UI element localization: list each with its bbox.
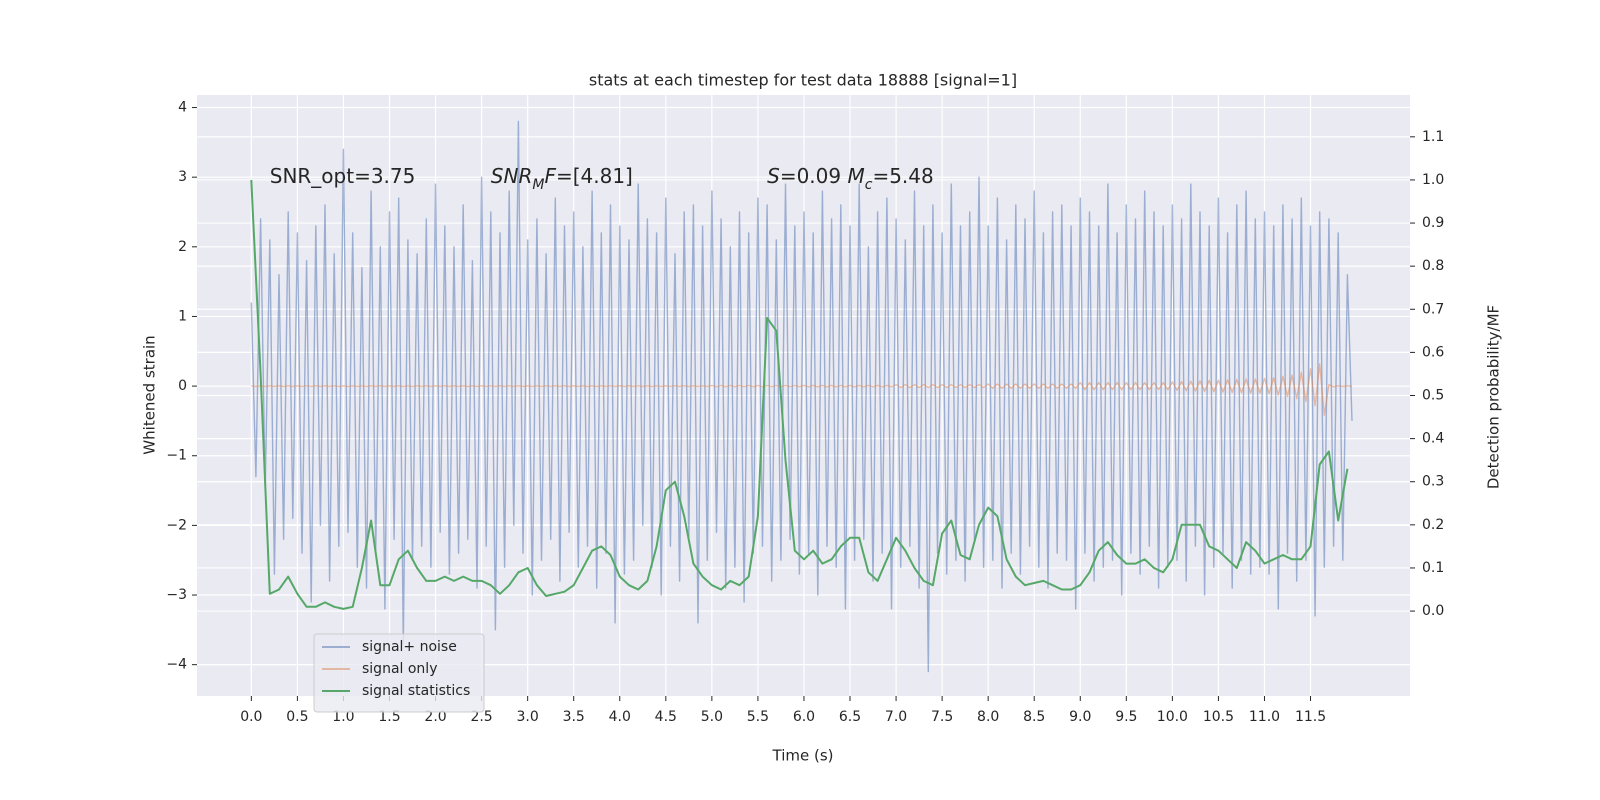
annotation-part: c (865, 177, 873, 193)
x-tick-label: 8.5 (1023, 709, 1045, 725)
y-tick-label: −3 (166, 587, 187, 603)
y2-tick-label: 0.8 (1422, 258, 1444, 274)
annotation-part: =[4.81] (556, 164, 633, 188)
y-tick-label: 2 (178, 239, 187, 255)
y2-tick-label: 0.3 (1422, 474, 1444, 490)
x-tick-label: 6.5 (839, 709, 861, 725)
x-tick-label: 3.0 (517, 709, 539, 725)
y2-tick-label: 0.4 (1422, 431, 1444, 447)
x-tick-label: 4.0 (609, 709, 631, 725)
y2-axis-label: Detection probability/MF (1485, 305, 1503, 489)
chart-title: stats at each timestep for test data 188… (589, 71, 1017, 90)
y2-tick-label: 0.6 (1422, 344, 1444, 360)
y2-tick-label: 1.1 (1422, 129, 1444, 145)
y-axis-label: Whitened strain (141, 335, 159, 454)
x-axis-label: Time (s) (772, 747, 834, 765)
legend-label: signal+ noise (362, 639, 457, 655)
annotation-part: SNR (491, 164, 533, 188)
legend-frame (313, 633, 485, 713)
annotation-part: =5.48 (872, 164, 933, 188)
y2-tick-label: 0.2 (1422, 517, 1444, 533)
y-tick-label: 0 (178, 378, 187, 394)
annotation: SNRMF=[4.81] (491, 164, 633, 194)
y2-tick-label: 0.5 (1422, 388, 1444, 404)
annotation-part: =0.09 (780, 164, 848, 188)
x-tick-label: 11.0 (1249, 709, 1280, 725)
x-tick-label: 0.5 (286, 709, 308, 725)
annotation: S=0.09 Mc=5.48 (767, 164, 934, 194)
y-tick-label: −4 (166, 657, 187, 673)
y2-tick-label: 0.7 (1422, 301, 1444, 317)
y2-tick-label: 0.0 (1422, 603, 1444, 619)
legend-label: signal only (362, 661, 437, 677)
x-tick-label: 0.0 (240, 709, 262, 725)
series-line (250, 120, 1353, 673)
y2-tick-label: 0.9 (1422, 215, 1444, 231)
annotation-part: F (544, 164, 556, 188)
annotation: SNR_opt=3.75 (270, 164, 416, 188)
annotation-part: M (847, 164, 864, 188)
x-tick-label: 1.5 (378, 709, 400, 725)
y-tick-label: −2 (166, 517, 187, 533)
legend-label: signal statistics (362, 683, 470, 699)
y-tick-label: −1 (166, 448, 187, 464)
series-line (250, 179, 1349, 610)
x-tick-label: 2.0 (424, 709, 446, 725)
x-tick-label: 7.5 (931, 709, 953, 725)
x-tick-label: 7.0 (885, 709, 907, 725)
x-tick-label: 2.5 (470, 709, 492, 725)
x-tick-label: 8.0 (977, 709, 999, 725)
y-tick-label: 4 (178, 100, 187, 116)
series-line (251, 363, 1353, 416)
y2-tick-label: 1.0 (1422, 172, 1444, 188)
annotation-part: SNR_opt=3.75 (270, 164, 416, 188)
x-tick-label: 5.5 (747, 709, 769, 725)
x-tick-label: 6.0 (793, 709, 815, 725)
x-tick-label: 9.5 (1115, 709, 1137, 725)
y-tick-label: 3 (178, 169, 187, 185)
x-tick-label: 1.0 (332, 709, 354, 725)
x-tick-label: 9.0 (1069, 709, 1091, 725)
annotation-part: M (532, 177, 544, 193)
x-tick-label: 10.0 (1157, 709, 1188, 725)
x-tick-label: 5.0 (701, 709, 723, 725)
x-tick-label: 3.5 (563, 709, 585, 725)
y2-tick-label: 0.1 (1422, 560, 1444, 576)
annotation-part: S (767, 164, 780, 188)
legend: signal+ noise signal only signal statistic… (313, 633, 485, 713)
x-tick-label: 11.5 (1295, 709, 1326, 725)
x-tick-label: 10.5 (1203, 709, 1234, 725)
x-tick-label: 4.5 (655, 709, 677, 725)
y-tick-label: 1 (178, 308, 187, 324)
